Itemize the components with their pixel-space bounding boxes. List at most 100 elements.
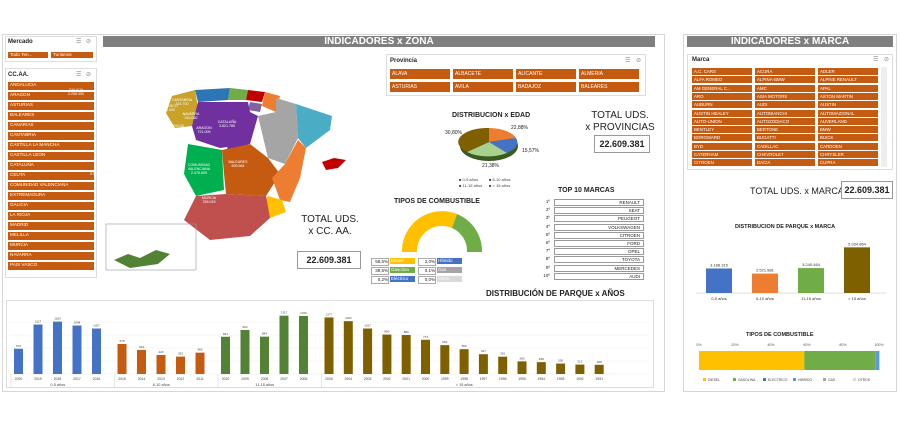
marca-item[interactable]: BYD bbox=[692, 142, 752, 150]
provincia-item[interactable]: AVILA bbox=[453, 82, 513, 92]
clear-filter-icon[interactable]: ⊘ bbox=[884, 57, 890, 63]
marca-item[interactable]: AUVERLAND bbox=[818, 117, 878, 125]
edad-legend-item: ■ 11-15 años bbox=[459, 183, 483, 188]
marca-item[interactable]: AUSTIN HEALEY bbox=[692, 109, 752, 117]
marca-item[interactable]: AUSTIN bbox=[818, 101, 878, 109]
marca-item[interactable]: AMC bbox=[755, 84, 815, 92]
clear-filter-icon[interactable]: ⊘ bbox=[86, 39, 92, 45]
provincia-item[interactable]: BADAJOZ bbox=[516, 82, 576, 92]
marca-item[interactable]: ASTON MARTIN bbox=[818, 92, 878, 100]
marca-scrollbar[interactable] bbox=[881, 67, 887, 167]
ccaa-item[interactable]: ASTURIAS bbox=[8, 102, 94, 110]
ccaa-item[interactable]: ARAGON bbox=[8, 92, 94, 100]
marca-item[interactable]: CADILLAC bbox=[755, 142, 815, 150]
bar-2005 bbox=[324, 317, 334, 374]
marca-item[interactable]: ALPINA-BMW bbox=[755, 76, 815, 84]
marca-item[interactable]: ADLER bbox=[818, 68, 878, 75]
ccaa-item[interactable]: MURCIA bbox=[8, 242, 94, 250]
ccaa-item[interactable]: MELILLA bbox=[8, 232, 94, 240]
tick-label: 2007 bbox=[280, 377, 288, 381]
top10-rank: 9º bbox=[545, 264, 550, 270]
marca-item[interactable]: CHRYSLER bbox=[818, 151, 878, 158]
marca-item[interactable]: AUTOMAZIONAL bbox=[818, 109, 878, 117]
ccaa-item[interactable]: BALEARES bbox=[8, 112, 94, 120]
filter-icon[interactable]: ☰ bbox=[76, 39, 82, 45]
ccaa-item[interactable]: LA RIOJA bbox=[8, 212, 94, 220]
data-label: 1183 bbox=[54, 317, 61, 321]
marca-item[interactable]: ARO bbox=[692, 92, 752, 100]
comb-type: Gas bbox=[437, 267, 462, 273]
marca-item[interactable]: ASIA MOTORS bbox=[755, 92, 815, 100]
marca-item[interactable]: BENTLEY bbox=[692, 126, 752, 134]
group-label: 0-5 años bbox=[50, 383, 65, 387]
marca-item[interactable]: AM GENERAL C... bbox=[692, 84, 752, 92]
marca-item[interactable]: ACURA bbox=[755, 68, 815, 75]
provincia-item[interactable]: ALBACETE bbox=[453, 69, 513, 79]
marca-item[interactable]: BERTONE bbox=[755, 126, 815, 134]
legend-swatch bbox=[733, 378, 736, 381]
map-label: PAIS VASCO 1.124.000 bbox=[156, 104, 178, 112]
marca-item[interactable]: BMW bbox=[818, 126, 878, 134]
marca-item[interactable]: AUTO-UNION bbox=[692, 117, 752, 125]
ccaa-item[interactable]: NAVARRA bbox=[8, 252, 94, 260]
data-label: 393 bbox=[178, 352, 183, 356]
map-label: EXTREMADURA 651.019 bbox=[90, 172, 118, 180]
bar-2007 bbox=[279, 315, 289, 374]
ccaa-item[interactable]: PAIS VASCO bbox=[8, 262, 94, 270]
ccaa-item[interactable]: CASTILLA LEON bbox=[8, 152, 94, 160]
filter-icon[interactable]: ☰ bbox=[625, 58, 631, 64]
marca-item[interactable]: AUBURN bbox=[692, 101, 752, 109]
filter-icon[interactable]: ☰ bbox=[873, 57, 879, 63]
region-baleares bbox=[322, 158, 346, 170]
filter-icon[interactable]: ☰ bbox=[76, 72, 82, 78]
provincia-item[interactable]: ALMERIA bbox=[579, 69, 639, 79]
clear-filter-icon[interactable]: ⊘ bbox=[636, 58, 642, 64]
map-label: LA RIOJA 157.303 bbox=[168, 124, 184, 132]
provincia-item[interactable]: ASTURIAS bbox=[390, 82, 450, 92]
ccaa-item[interactable]: COMUNIDAD VALENCIANA bbox=[8, 182, 94, 190]
ccaa-item[interactable]: GALICIA bbox=[8, 202, 94, 210]
marca-item[interactable]: CARDOEN bbox=[818, 142, 878, 150]
top10-rank: 6º bbox=[545, 240, 550, 245]
clear-filter-icon[interactable]: ⊘ bbox=[86, 72, 92, 78]
marca-item[interactable]: DACIA bbox=[755, 159, 815, 167]
combustible-stacked-chart: 0% 20% 40% 60% 80% 100% DIESEL GASOLINA ELECTRIC… bbox=[696, 343, 884, 382]
data-label: 213 bbox=[577, 360, 582, 364]
marca-item[interactable]: ALPINE RENAULT bbox=[818, 76, 878, 84]
marca-item[interactable]: APAL bbox=[818, 84, 878, 92]
marca-item[interactable]: BUICK bbox=[818, 134, 878, 142]
marca-item[interactable]: CUPRA bbox=[818, 159, 878, 167]
marca-item[interactable]: CHEVROLET bbox=[755, 151, 815, 158]
marca-item[interactable]: AUDI bbox=[755, 101, 815, 109]
marca-item[interactable]: BUGATTI bbox=[755, 134, 815, 142]
top10-brand: TOYOTA bbox=[554, 256, 644, 264]
top10-brand: PEUGEOT bbox=[554, 215, 644, 223]
spain-map bbox=[105, 88, 346, 271]
marca-item[interactable]: AUTOBIANCHI bbox=[755, 109, 815, 117]
marca-item[interactable]: CITROEN bbox=[692, 159, 752, 167]
ccaa-item[interactable]: EXTREMADURA bbox=[8, 192, 94, 200]
map-label: CASTILLA Y LEON 1.705.600 bbox=[125, 112, 157, 120]
marca-item[interactable]: A.C. CARS bbox=[692, 68, 752, 75]
ccaa-item[interactable]: CATALUÑA bbox=[8, 162, 94, 170]
provincia-item[interactable]: ALICANTE bbox=[516, 69, 576, 79]
mercado-item[interactable]: Todo Ten... bbox=[8, 52, 48, 58]
bar-1995 bbox=[517, 361, 527, 374]
provincia-item[interactable]: BALEARES bbox=[579, 82, 639, 92]
ccaa-item[interactable]: CASTILLA LA MANCHA bbox=[8, 142, 94, 150]
group-label: > 15 años bbox=[456, 383, 473, 387]
mercado-item[interactable]: Turismos bbox=[51, 52, 93, 58]
tick-label: 2008 bbox=[261, 377, 269, 381]
tick-label: 2001 bbox=[402, 377, 410, 381]
marca-title: Marca bbox=[692, 57, 710, 63]
provincia-item[interactable]: ALAVA bbox=[390, 69, 450, 79]
ccaa-item[interactable]: CANTABRIA bbox=[8, 132, 94, 140]
ccaa-item[interactable]: MADRID bbox=[8, 222, 94, 230]
marca-item[interactable]: BORGWARD bbox=[692, 134, 752, 142]
ccaa-item[interactable]: CANARIAS bbox=[8, 122, 94, 130]
marca-item[interactable]: CATERHAM bbox=[692, 151, 752, 158]
ccaa-item[interactable]: CEUTA bbox=[8, 172, 94, 180]
marca-item[interactable]: ALFA ROMEO bbox=[692, 76, 752, 84]
marca-item[interactable]: AUTOZODIACO bbox=[755, 117, 815, 125]
ccaa-item[interactable]: ANDALUCIA bbox=[8, 82, 94, 90]
